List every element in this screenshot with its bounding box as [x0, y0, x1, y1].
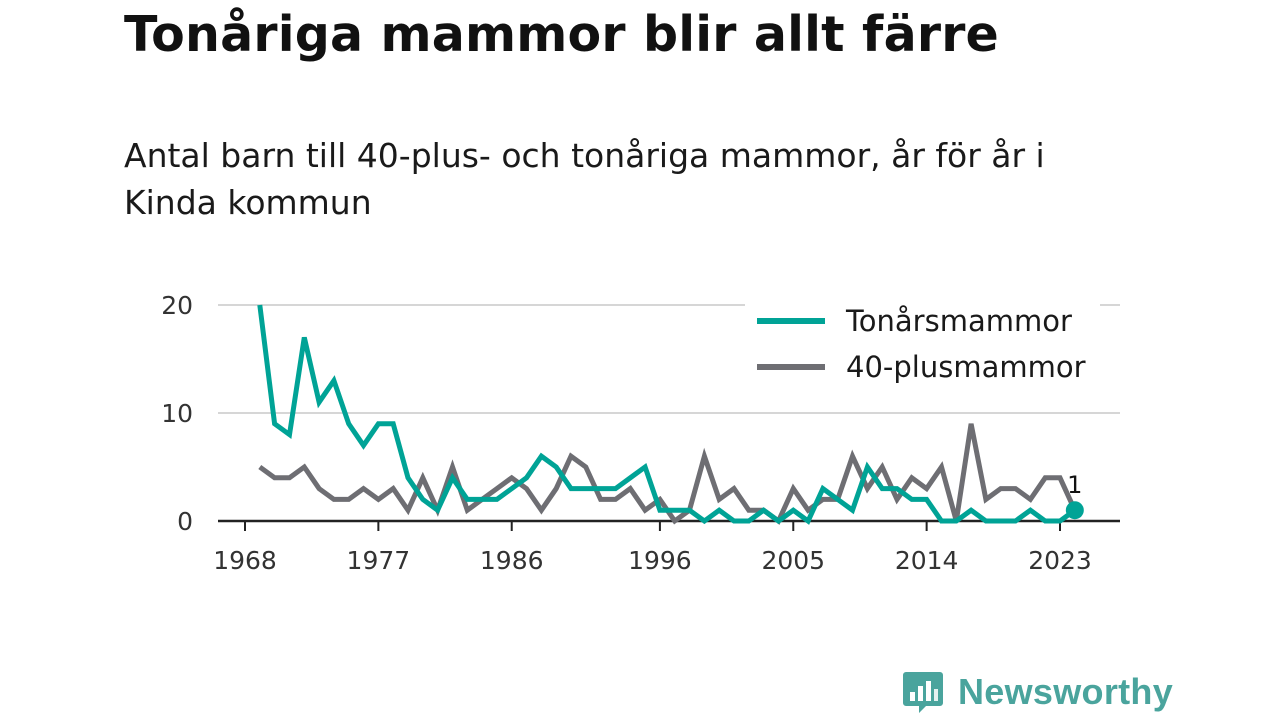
end-value-label: 1	[1067, 471, 1082, 499]
chart-title: Tonåriga mammor blir allt färre	[124, 6, 999, 63]
y-tick-label: 20	[161, 291, 193, 320]
chart-subtitle: Antal barn till 40-plus- och tonåriga ma…	[124, 136, 1045, 222]
y-tick-label: 0	[177, 507, 193, 536]
x-axis: 1968 1977 1986 1996 2005 2014 2023	[213, 519, 1120, 575]
x-tick-label: 1977	[347, 546, 411, 575]
legend-label: 40-plusmammor	[846, 350, 1086, 384]
y-tick-label: 10	[161, 399, 193, 428]
x-tick-label: 2023	[1028, 546, 1092, 575]
y-axis-labels: 0 10 20	[161, 291, 193, 536]
line-chart: 1968 1977 1986 1996 2005 2014 2023 0 10 20 1 Ton…	[161, 291, 1120, 575]
brand-name: Newsworthy	[958, 671, 1174, 712]
x-tick-label: 2014	[895, 546, 959, 575]
legend-background	[745, 302, 1100, 394]
x-tick-label: 1986	[480, 546, 544, 575]
series-line-tonarsmammor	[257, 304, 1077, 525]
newsworthy-logo-icon	[903, 672, 943, 713]
x-tick-label: 1968	[213, 546, 277, 575]
series-line-40-plusmammor	[258, 423, 1078, 525]
x-tick-label: 1996	[628, 546, 692, 575]
legend: Tonårsmammor 40-plusmammor	[745, 302, 1100, 394]
x-tick-label: 2005	[761, 546, 825, 575]
end-point-marker	[1065, 501, 1084, 520]
legend-label: Tonårsmammor	[845, 304, 1072, 338]
brand-logo: Newsworthy	[902, 670, 1173, 714]
series-lines: 1	[257, 304, 1084, 525]
